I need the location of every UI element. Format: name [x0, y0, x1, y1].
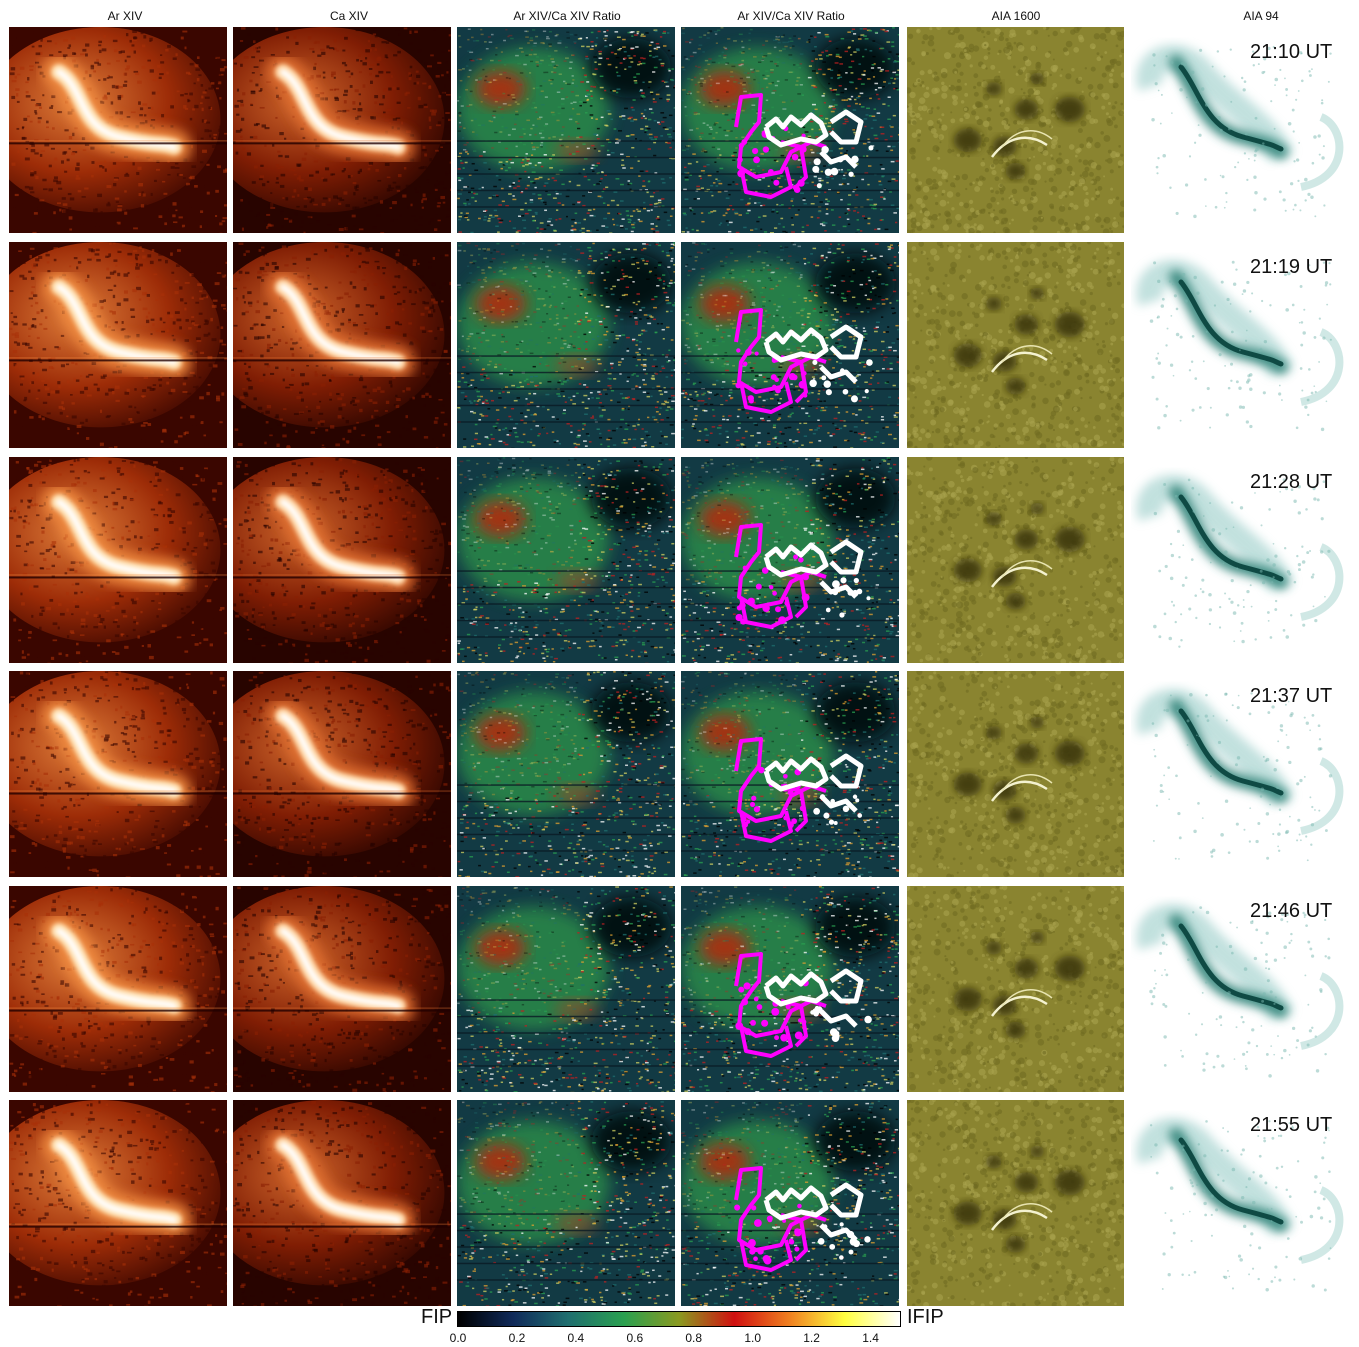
panel-ratio-contours-row-2: [681, 242, 899, 448]
colorbar-tick-7: 1.4: [862, 1331, 879, 1345]
panel-aia1600-row-2: [907, 242, 1124, 448]
panel-arxiv-row-3: [9, 457, 227, 663]
colorbar-tick-6: 1.2: [803, 1331, 820, 1345]
panel-ratio-row-1: [457, 27, 675, 233]
panel-aia1600-row-3: [907, 457, 1124, 663]
panel-caxiv-row-2: [233, 242, 451, 448]
panel-ratio-row-4: [457, 671, 675, 877]
panel-aia94-row-2: [1131, 242, 1349, 448]
panel-ratio-contours-row-3: [681, 457, 899, 663]
panel-arxiv-row-4: [9, 671, 227, 877]
panel-ratio-contours-row-4: [681, 671, 899, 877]
time-label-row-3: 21:28 UT: [1250, 471, 1332, 494]
panel-aia1600-row-5: [907, 886, 1124, 1092]
time-label-row-6: 21:55 UT: [1250, 1114, 1332, 1137]
panel-ratio-row-3: [457, 457, 675, 663]
column-title-1: Ar XIV: [25, 9, 225, 23]
panel-ratio-row-2: [457, 242, 675, 448]
panel-aia94-row-5: [1131, 886, 1349, 1092]
colorbar-tick-2: 0.4: [568, 1331, 585, 1345]
time-label-row-2: 21:19 UT: [1250, 256, 1332, 279]
column-title-5: AIA 1600: [916, 9, 1116, 23]
panel-caxiv-row-6: [233, 1100, 451, 1306]
panel-arxiv-row-5: [9, 886, 227, 1092]
panel-aia94-row-3: [1131, 457, 1349, 663]
column-title-3: Ar XIV/Ca XIV Ratio: [467, 9, 667, 23]
panel-arxiv-row-1: [9, 27, 227, 233]
colorbar-tick-4: 0.8: [685, 1331, 702, 1345]
panel-arxiv-row-2: [9, 242, 227, 448]
column-title-4: Ar XIV/Ca XIV Ratio: [691, 9, 891, 23]
panel-ratio-contours-row-6: [681, 1100, 899, 1306]
colorbar-tick-0: 0.0: [450, 1331, 467, 1345]
panel-ratio-contours-row-5: [681, 886, 899, 1092]
column-title-6: AIA 94: [1161, 9, 1359, 23]
panel-ratio-row-5: [457, 886, 675, 1092]
panel-caxiv-row-3: [233, 457, 451, 663]
panel-arxiv-row-6: [9, 1100, 227, 1306]
panel-aia94-row-4: [1131, 671, 1349, 877]
panel-caxiv-row-1: [233, 27, 451, 233]
colorbar-ifip-label: IFIP: [907, 1306, 944, 1329]
panel-aia1600-row-4: [907, 671, 1124, 877]
colorbar-tick-3: 0.6: [626, 1331, 643, 1345]
column-title-2: Ca XIV: [249, 9, 449, 23]
panel-aia94-row-6: [1131, 1100, 1349, 1306]
time-label-row-4: 21:37 UT: [1250, 685, 1332, 708]
panel-caxiv-row-4: [233, 671, 451, 877]
panel-aia1600-row-6: [907, 1100, 1124, 1306]
colorbar-tick-5: 1.0: [744, 1331, 761, 1345]
colorbar-tick-1: 0.2: [509, 1331, 526, 1345]
panel-aia1600-row-1: [907, 27, 1124, 233]
colorbar: [457, 1311, 901, 1327]
panel-aia94-row-1: [1131, 27, 1349, 233]
time-label-row-5: 21:46 UT: [1250, 900, 1332, 923]
time-label-row-1: 21:10 UT: [1250, 41, 1332, 64]
panel-ratio-contours-row-1: [681, 27, 899, 233]
colorbar-fip-label: FIP: [421, 1306, 452, 1329]
colorbar-gradient: [457, 1311, 901, 1327]
panel-ratio-row-6: [457, 1100, 675, 1306]
panel-caxiv-row-5: [233, 886, 451, 1092]
